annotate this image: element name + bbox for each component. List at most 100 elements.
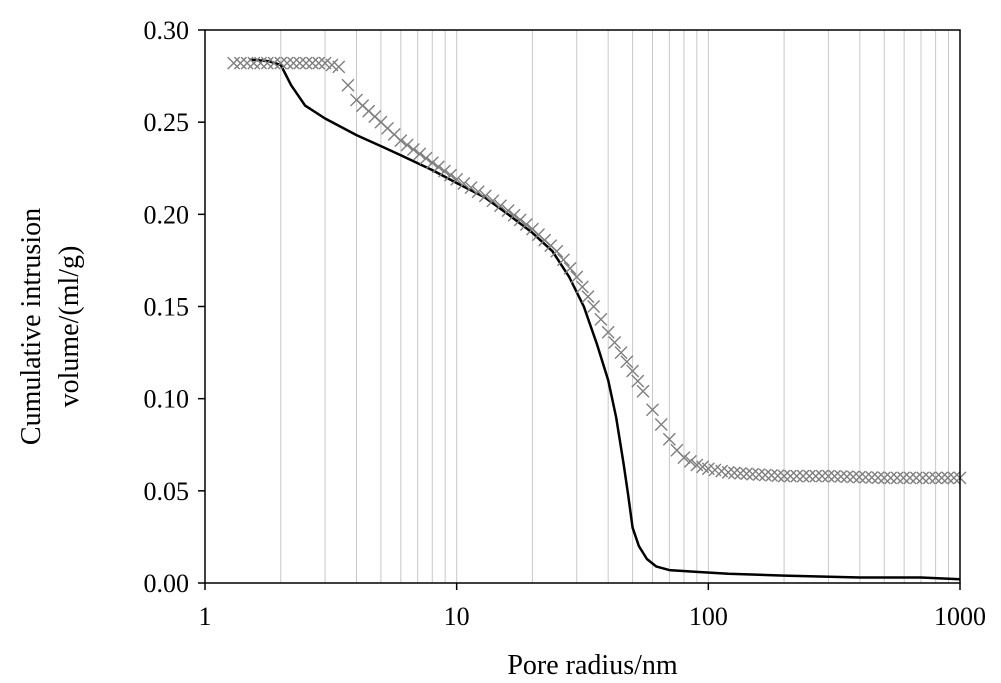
x-marker [457, 176, 471, 190]
x-marker [677, 451, 691, 465]
solid-line-series [249, 58, 961, 581]
x-marker [654, 417, 668, 431]
x-marker [247, 56, 261, 70]
x-marker [626, 364, 640, 378]
x-marker [444, 168, 458, 182]
x-marker [501, 204, 515, 218]
x-marker [299, 56, 313, 70]
x-marker [683, 454, 697, 468]
x-marker [746, 467, 760, 481]
x-marker [332, 60, 346, 74]
x-marker [620, 355, 634, 369]
x-marker [740, 467, 754, 481]
x-marker [631, 374, 645, 388]
x-marker [758, 468, 772, 482]
x-marker [267, 56, 281, 70]
x-marker [727, 466, 741, 480]
vertical-grid [280, 30, 949, 583]
x-marker [608, 335, 622, 349]
x-marker [890, 471, 904, 485]
x-tick-label: 10 [444, 602, 470, 631]
x-marker [575, 280, 589, 294]
y-tick-label: 0.00 [144, 569, 190, 598]
x-marker [394, 134, 408, 148]
x-marker [871, 471, 885, 485]
axis-ticks: 1 10 100 1000 0.00 0.05 0.10 0.15 0.20 0.25 0.30 [144, 16, 987, 631]
x-marker [796, 469, 810, 483]
x-marker [478, 189, 492, 203]
x-marker [400, 138, 414, 152]
x-tick-label: 1000 [934, 602, 986, 631]
x-marker [828, 469, 842, 483]
x-marker [274, 56, 288, 70]
x-marker [563, 261, 577, 275]
x-marker [903, 471, 917, 485]
x-marker [840, 470, 854, 484]
x-marker [601, 325, 615, 339]
x-tick-label: 1 [199, 602, 212, 631]
x-marker [581, 290, 595, 304]
x-marker [765, 468, 779, 482]
x-marker [922, 471, 936, 485]
x-marker [929, 471, 943, 485]
x-marker [771, 469, 785, 483]
x-marker [513, 213, 527, 227]
x-marker [254, 56, 268, 70]
y-tick-label: 0.25 [144, 108, 190, 137]
x-marker [916, 471, 930, 485]
marker-series [227, 56, 967, 485]
x-marker [947, 471, 961, 485]
y-axis-title-line-1: Cumulative intrusion [16, 208, 47, 445]
x-marker [733, 466, 747, 480]
x-marker [614, 346, 628, 360]
x-marker [507, 208, 521, 222]
x-marker [486, 194, 500, 208]
x-marker [721, 465, 735, 479]
x-marker [777, 469, 791, 483]
x-marker [431, 160, 445, 174]
y-axis-title-line-2: volume/(ml/g) [54, 246, 85, 408]
x-marker [240, 56, 254, 70]
x-marker [471, 185, 485, 199]
x-marker [312, 56, 326, 70]
x-marker [594, 312, 608, 326]
x-tick-label: 100 [689, 602, 728, 631]
x-marker [464, 181, 478, 195]
x-marker [821, 469, 835, 483]
x-marker [587, 300, 601, 313]
x-marker [233, 56, 247, 70]
x-marker [897, 471, 910, 485]
x-marker [280, 56, 294, 70]
x-marker [413, 147, 427, 161]
y-tick-label: 0.20 [144, 200, 190, 229]
x-marker [341, 78, 355, 92]
x-marker [493, 199, 507, 213]
series-layer [227, 56, 967, 581]
y-tick-label: 0.30 [144, 16, 190, 45]
x-marker [260, 56, 274, 70]
x-marker [935, 471, 949, 485]
x-marker [419, 151, 433, 165]
x-marker [941, 471, 955, 485]
x-marker [636, 384, 650, 398]
x-marker [570, 270, 584, 284]
x-marker [852, 470, 866, 484]
x-marker [809, 469, 823, 483]
y-tick-label: 0.15 [144, 293, 190, 322]
x-axis-title: Pore radius/nm [507, 650, 678, 681]
y-tick-label: 0.10 [144, 385, 190, 414]
x-marker [519, 217, 533, 231]
x-marker [815, 469, 829, 483]
x-marker [293, 56, 307, 70]
x-marker [859, 470, 873, 484]
x-marker [865, 471, 879, 485]
x-marker [227, 56, 241, 70]
x-marker [286, 56, 300, 70]
x-marker [790, 469, 804, 483]
x-marker [783, 469, 797, 483]
x-marker [846, 470, 860, 484]
x-marker [556, 253, 570, 267]
x-marker [834, 470, 848, 483]
x-marker [909, 471, 923, 485]
